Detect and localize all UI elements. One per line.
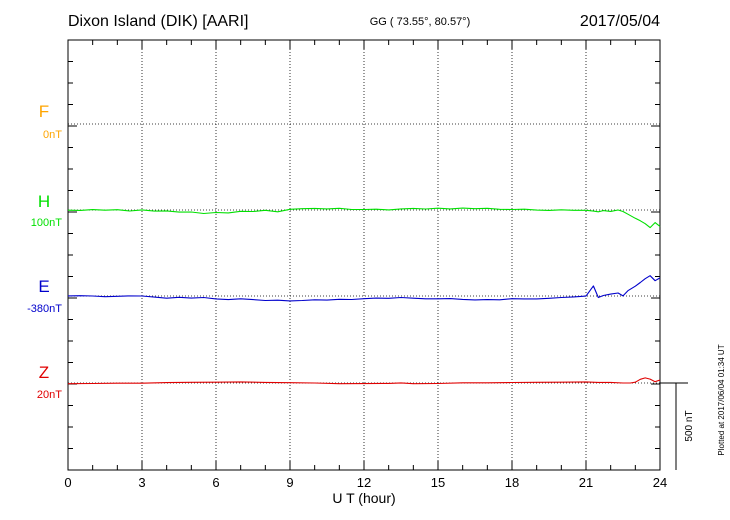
x-tick-label: 3 xyxy=(138,475,145,490)
component-offset-H: 100nT xyxy=(31,217,62,229)
component-offset-F: 0nT xyxy=(43,129,62,141)
component-letter-F: F xyxy=(39,102,49,121)
scale-bar-label: 500 nT xyxy=(684,410,695,441)
plotted-at-note: Plotted at 2017/06/04 01:34 UT xyxy=(717,344,726,455)
x-tick-labels: 0 3 6 9 12 15 18 21 24 xyxy=(64,475,667,490)
station-title: Dixon Island (DIK) [AARI] xyxy=(68,13,249,30)
x-tick-label: 6 xyxy=(212,475,219,490)
traces xyxy=(67,207,661,385)
plot-frame xyxy=(67,39,661,471)
component-letter-H: H xyxy=(38,192,50,211)
component-offset-E: -380nT xyxy=(27,303,62,315)
x-tick-label: 15 xyxy=(431,475,445,490)
axis-ticks xyxy=(67,40,661,470)
component-offset-Z: 20nT xyxy=(37,389,62,401)
component-labels: F 0nT H 100nT E -380nT Z 20nT xyxy=(27,102,62,401)
geographic-coords: GG ( 73.55°, 80.57°) xyxy=(370,16,471,28)
component-letter-E: E xyxy=(38,277,49,296)
x-tick-label: 9 xyxy=(286,475,293,490)
x-tick-label: 18 xyxy=(505,475,519,490)
scale-bar: 500 nT xyxy=(660,382,695,470)
x-axis-label: U T (hour) xyxy=(332,490,395,506)
x-tick-label: 24 xyxy=(653,475,667,490)
x-tick-label: 0 xyxy=(64,475,71,490)
grid xyxy=(68,40,660,470)
trace-H xyxy=(67,207,661,229)
trace-Z xyxy=(67,377,661,385)
component-letter-Z: Z xyxy=(39,363,49,382)
x-tick-label: 12 xyxy=(357,475,371,490)
x-tick-label: 21 xyxy=(579,475,593,490)
plot-date: 2017/05/04 xyxy=(580,13,660,30)
trace-E xyxy=(67,275,661,302)
